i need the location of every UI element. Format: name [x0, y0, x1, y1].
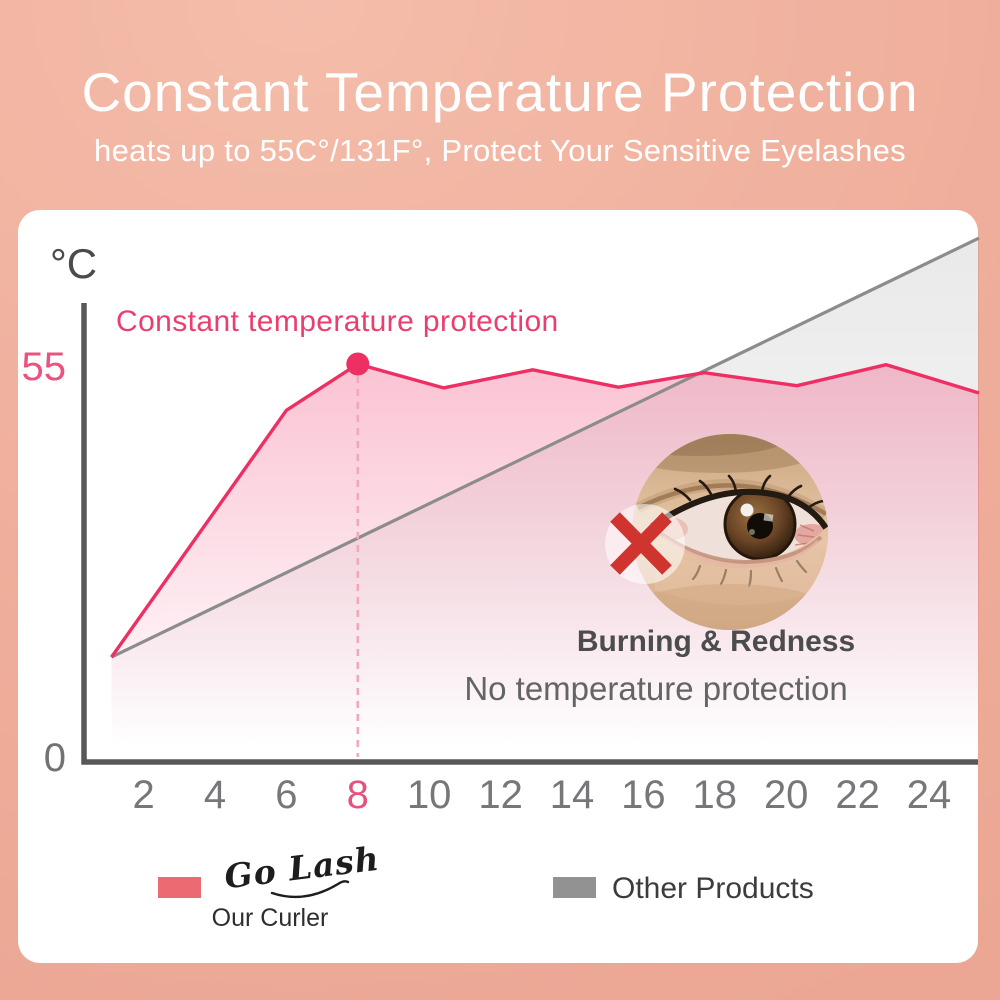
legend-swatch-our-curler [158, 877, 201, 898]
page-title: Constant Temperature Protection [81, 61, 919, 123]
y-axis-unit: °C [50, 240, 98, 287]
legend-swatch-other-products [553, 877, 596, 898]
x-tick-label: 22 [835, 773, 880, 817]
x-tick-label: 20 [763, 773, 809, 817]
legend-label-other-products: Other Products [612, 872, 814, 905]
x-tick-label: 10 [406, 773, 452, 817]
burning-redness-label: Burning & Redness [576, 625, 856, 658]
x-axis-ticks: 2 4 6 8 10 12 14 16 18 20 22 24 [0, 772, 1000, 818]
x-tick-label: 18 [692, 773, 738, 817]
brand-logo-swash [270, 880, 350, 899]
y-tick-55: 55 [21, 345, 67, 389]
x-tick-label: 6 [275, 773, 298, 817]
x-tick-label: 24 [906, 773, 952, 817]
x-tick-label: 12 [478, 773, 523, 817]
chart-title: Constant temperature protection [116, 305, 559, 338]
x-tick-label: 2 [132, 773, 155, 817]
x-tick-label: 14 [549, 773, 595, 817]
x-tick-label: 16 [621, 773, 666, 817]
x-tick-label: 4 [203, 773, 227, 817]
brand-logo: Go Lash [220, 839, 382, 908]
y-tick-0: 0 [43, 736, 66, 780]
no-protection-label: No temperature protection [464, 670, 848, 707]
page-subtitle: heats up to 55C°/131F°, Protect Your Sen… [94, 133, 906, 168]
legend-label-our-curler: Our Curler [211, 904, 329, 932]
x-tick-label: 8 [346, 773, 369, 817]
